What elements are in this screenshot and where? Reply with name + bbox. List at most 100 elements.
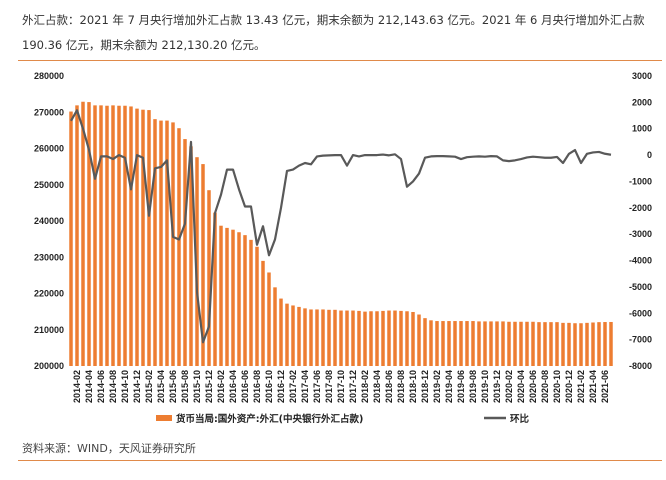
bar-2020-05 [525,321,529,366]
bar-2019-06 [459,321,463,366]
x-tick-label: 2017-10 [336,370,346,403]
bar-2017-06 [315,309,319,366]
y-right-tick-label: 0 [647,150,652,160]
x-tick-label: 2016-08 [252,370,262,403]
bar-2016-02 [219,225,223,366]
x-tick-label: 2014-10 [120,370,130,403]
x-tick-label: 2015-12 [204,370,214,403]
bar-2014-11 [129,106,133,366]
bar-2020-09 [549,322,553,366]
x-tick-label: 2015-04 [156,370,166,403]
line-series-group [70,109,612,344]
bar-2018-12 [423,318,427,366]
bar-2016-07 [249,239,253,366]
bar-2015-01 [141,109,145,367]
bar-2015-07 [177,128,181,366]
bar-2018-10 [411,311,415,366]
bar-2014-12 [135,108,139,367]
x-tick-label: 2019-02 [432,370,442,403]
bar-2014-10 [123,105,127,366]
y-left-tick-label: 280000 [34,71,64,81]
y-right-tick-label: 1000 [632,124,652,134]
x-tick-label: 2018-10 [408,370,418,403]
source-note: 资料来源：WIND，天风证券研究所 [22,442,196,455]
bar-2019-09 [477,321,481,366]
y-right-tick-label: -2000 [629,203,652,213]
bar-2016-06 [243,235,247,366]
x-tick-label: 2014-08 [108,370,118,403]
x-tick-label: 2020-02 [504,370,514,403]
bar-2014-04 [87,102,91,366]
bar-2019-11 [489,321,493,366]
bar-2019-12 [495,321,499,366]
x-tick-label: 2015-10 [192,370,202,403]
x-tick-label: 2018-06 [384,370,394,403]
bar-2019-03 [441,321,445,366]
bar-2020-03 [513,321,517,366]
x-tick-label: 2019-08 [468,370,478,403]
x-tick-label: 2020-10 [552,370,562,403]
bar-2019-10 [483,321,487,366]
y-left-tick-label: 270000 [34,107,64,117]
bar-2015-11 [201,164,205,366]
bar-2019-08 [471,321,475,366]
bar-2015-09 [189,146,193,366]
legend-bar-label: 货币当局:国外资产:外汇(中央银行外汇占款) [175,413,363,425]
top-divider [18,60,662,61]
bar-2015-04 [159,120,163,366]
bar-2016-12 [279,298,283,366]
y-left-tick-label: 220000 [34,289,64,299]
bar-2017-03 [297,306,301,366]
bar-2015-10 [195,157,199,366]
y-left-tick-label: 260000 [34,144,64,154]
x-tick-label: 2016-06 [240,370,250,403]
x-tick-label: 2018-04 [372,370,382,403]
bar-2016-11 [273,287,277,366]
x-tick-label: 2019-10 [480,370,490,403]
y-left-tick-label: 240000 [34,216,64,226]
line-series-huanbi [70,109,612,344]
bar-2014-09 [117,105,121,366]
y-axis-right: -8000 -7000 -6000 -5000 -4000 -3000 -2000 -1000… [629,71,652,371]
bar-2016-05 [237,232,241,366]
y-right-tick-label: -3000 [629,229,652,239]
bar-series-group [69,101,613,367]
bar-2020-11 [561,322,565,366]
bar-2014-05 [93,105,97,367]
x-tick-label: 2021-04 [588,370,598,403]
bar-2016-09 [261,260,265,367]
bar-2019-01 [429,320,433,366]
x-tick-label: 2018-08 [396,370,406,403]
bar-2015-05 [165,120,169,366]
bar-2018-01 [357,310,361,366]
x-tick-label: 2019-12 [492,370,502,403]
bar-2018-05 [381,310,385,366]
bar-2021-07 [609,321,613,366]
y-right-tick-label: -4000 [629,256,652,266]
y-right-tick-label: -6000 [629,308,652,318]
y-left-tick-label: 250000 [34,180,64,190]
x-tick-label: 2014-02 [72,370,82,403]
bar-2020-04 [519,321,523,366]
bar-2018-09 [405,311,409,366]
bar-2016-08 [255,246,259,366]
y-right-tick-label: 3000 [632,71,652,81]
x-tick-label: 2017-02 [288,370,298,403]
bar-2014-07 [105,105,109,366]
bar-2014-08 [111,105,115,367]
bar-2015-08 [183,139,187,366]
x-tick-label: 2017-12 [348,370,358,403]
bar-2019-07 [465,321,469,366]
y-left-tick-label: 200000 [34,361,64,371]
y-right-tick-label: -8000 [629,361,652,371]
x-tick-label: 2016-12 [276,370,286,403]
bar-2016-01 [213,212,217,366]
bar-2021-03 [585,322,589,366]
x-tick-label: 2021-06 [600,370,610,403]
x-tick-label: 2017-04 [300,370,310,403]
bar-2016-03 [225,227,229,366]
x-tick-label: 2016-04 [228,370,238,403]
bar-2017-12 [351,310,355,366]
x-tick-label: 2014-12 [132,370,142,403]
bar-2016-10 [267,272,271,366]
